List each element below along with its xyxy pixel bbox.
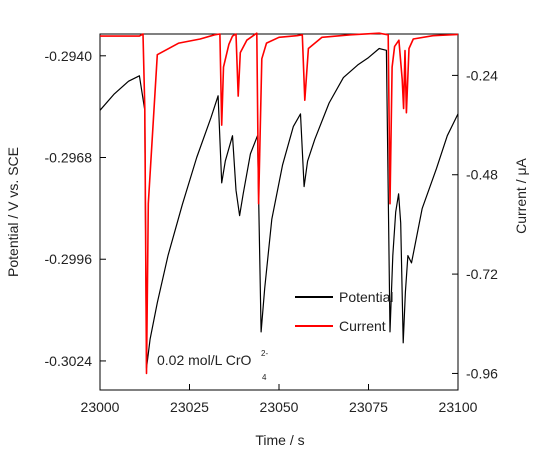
- x-tick-label: 23050: [260, 399, 299, 415]
- x-tick-label: 23075: [349, 399, 388, 415]
- y-right-tick-label: -0.72: [466, 266, 498, 282]
- x-tick-label: 23100: [439, 399, 478, 415]
- x-tick-label: 23025: [170, 399, 209, 415]
- y-left-tick-label: -0.2996: [45, 251, 93, 267]
- y-right-tick-label: -0.48: [466, 167, 498, 183]
- y-left-tick-label: -0.2968: [45, 150, 93, 166]
- ticks-layer: 23000 23025 23050 23075 23100 -0.2940 -0.2968 -…: [45, 48, 499, 415]
- y-right-axis-title: Current / μA: [513, 157, 529, 233]
- series-line-potential: [99, 47, 459, 369]
- y-left-tick-label: -0.2940: [45, 48, 93, 64]
- y-left-tick-label: -0.3024: [45, 353, 93, 369]
- legend-label-potential: Potential: [339, 289, 393, 305]
- annotation-subscript: 4: [262, 373, 267, 382]
- legend: Potential Current: [295, 289, 393, 334]
- annotation: 0.02 mol/L CrO 2- 4: [157, 349, 268, 382]
- x-axis-title: Time / s: [255, 432, 304, 448]
- series-layer: [99, 32, 459, 375]
- y-left-axis-title: Potential / V vs. SCE: [5, 147, 21, 277]
- y-right-tick-label: -0.24: [466, 67, 498, 83]
- x-tick-label: 23000: [81, 399, 120, 415]
- annotation-superscript: 2-: [261, 349, 268, 358]
- series-line-current: [100, 32, 459, 375]
- annotation-text: 0.02 mol/L CrO: [157, 352, 252, 368]
- legend-label-current: Current: [339, 318, 386, 334]
- y-right-tick-label: -0.96: [466, 365, 498, 381]
